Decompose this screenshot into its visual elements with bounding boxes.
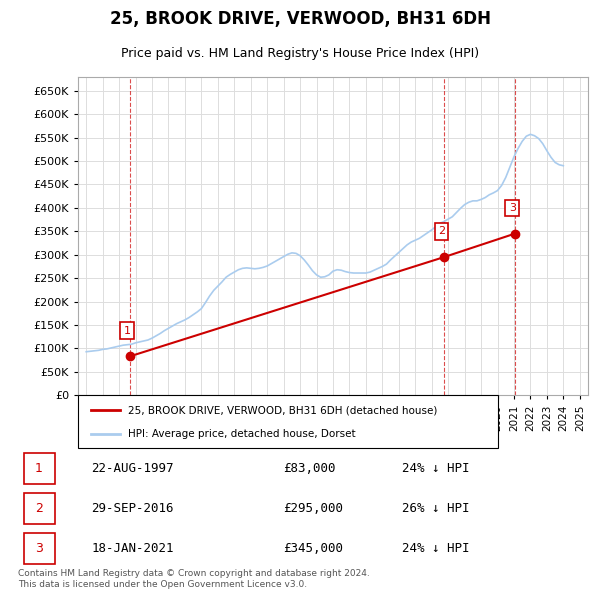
Text: 18-JAN-2021: 18-JAN-2021 — [91, 542, 174, 555]
Text: 22-AUG-1997: 22-AUG-1997 — [91, 462, 174, 475]
Text: Price paid vs. HM Land Registry's House Price Index (HPI): Price paid vs. HM Land Registry's House … — [121, 47, 479, 60]
Text: 2: 2 — [35, 502, 43, 515]
Text: 25, BROOK DRIVE, VERWOOD, BH31 6DH: 25, BROOK DRIVE, VERWOOD, BH31 6DH — [110, 10, 491, 28]
Text: 24% ↓ HPI: 24% ↓ HPI — [401, 542, 469, 555]
Text: 3: 3 — [35, 542, 43, 555]
Text: 25, BROOK DRIVE, VERWOOD, BH31 6DH (detached house): 25, BROOK DRIVE, VERWOOD, BH31 6DH (deta… — [128, 405, 438, 415]
FancyBboxPatch shape — [78, 395, 498, 448]
FancyBboxPatch shape — [23, 533, 55, 564]
Text: 1: 1 — [35, 462, 43, 475]
Text: HPI: Average price, detached house, Dorset: HPI: Average price, detached house, Dors… — [128, 428, 356, 438]
Text: 2: 2 — [438, 227, 445, 237]
Text: 29-SEP-2016: 29-SEP-2016 — [91, 502, 174, 515]
Text: 26% ↓ HPI: 26% ↓ HPI — [401, 502, 469, 515]
Text: 3: 3 — [509, 203, 516, 213]
Text: £295,000: £295,000 — [283, 502, 343, 515]
Text: 1: 1 — [124, 326, 131, 336]
FancyBboxPatch shape — [23, 453, 55, 484]
Text: Contains HM Land Registry data © Crown copyright and database right 2024.
This d: Contains HM Land Registry data © Crown c… — [18, 569, 370, 589]
Text: 24% ↓ HPI: 24% ↓ HPI — [401, 462, 469, 475]
Text: £345,000: £345,000 — [283, 542, 343, 555]
FancyBboxPatch shape — [23, 493, 55, 524]
Text: £83,000: £83,000 — [283, 462, 335, 475]
